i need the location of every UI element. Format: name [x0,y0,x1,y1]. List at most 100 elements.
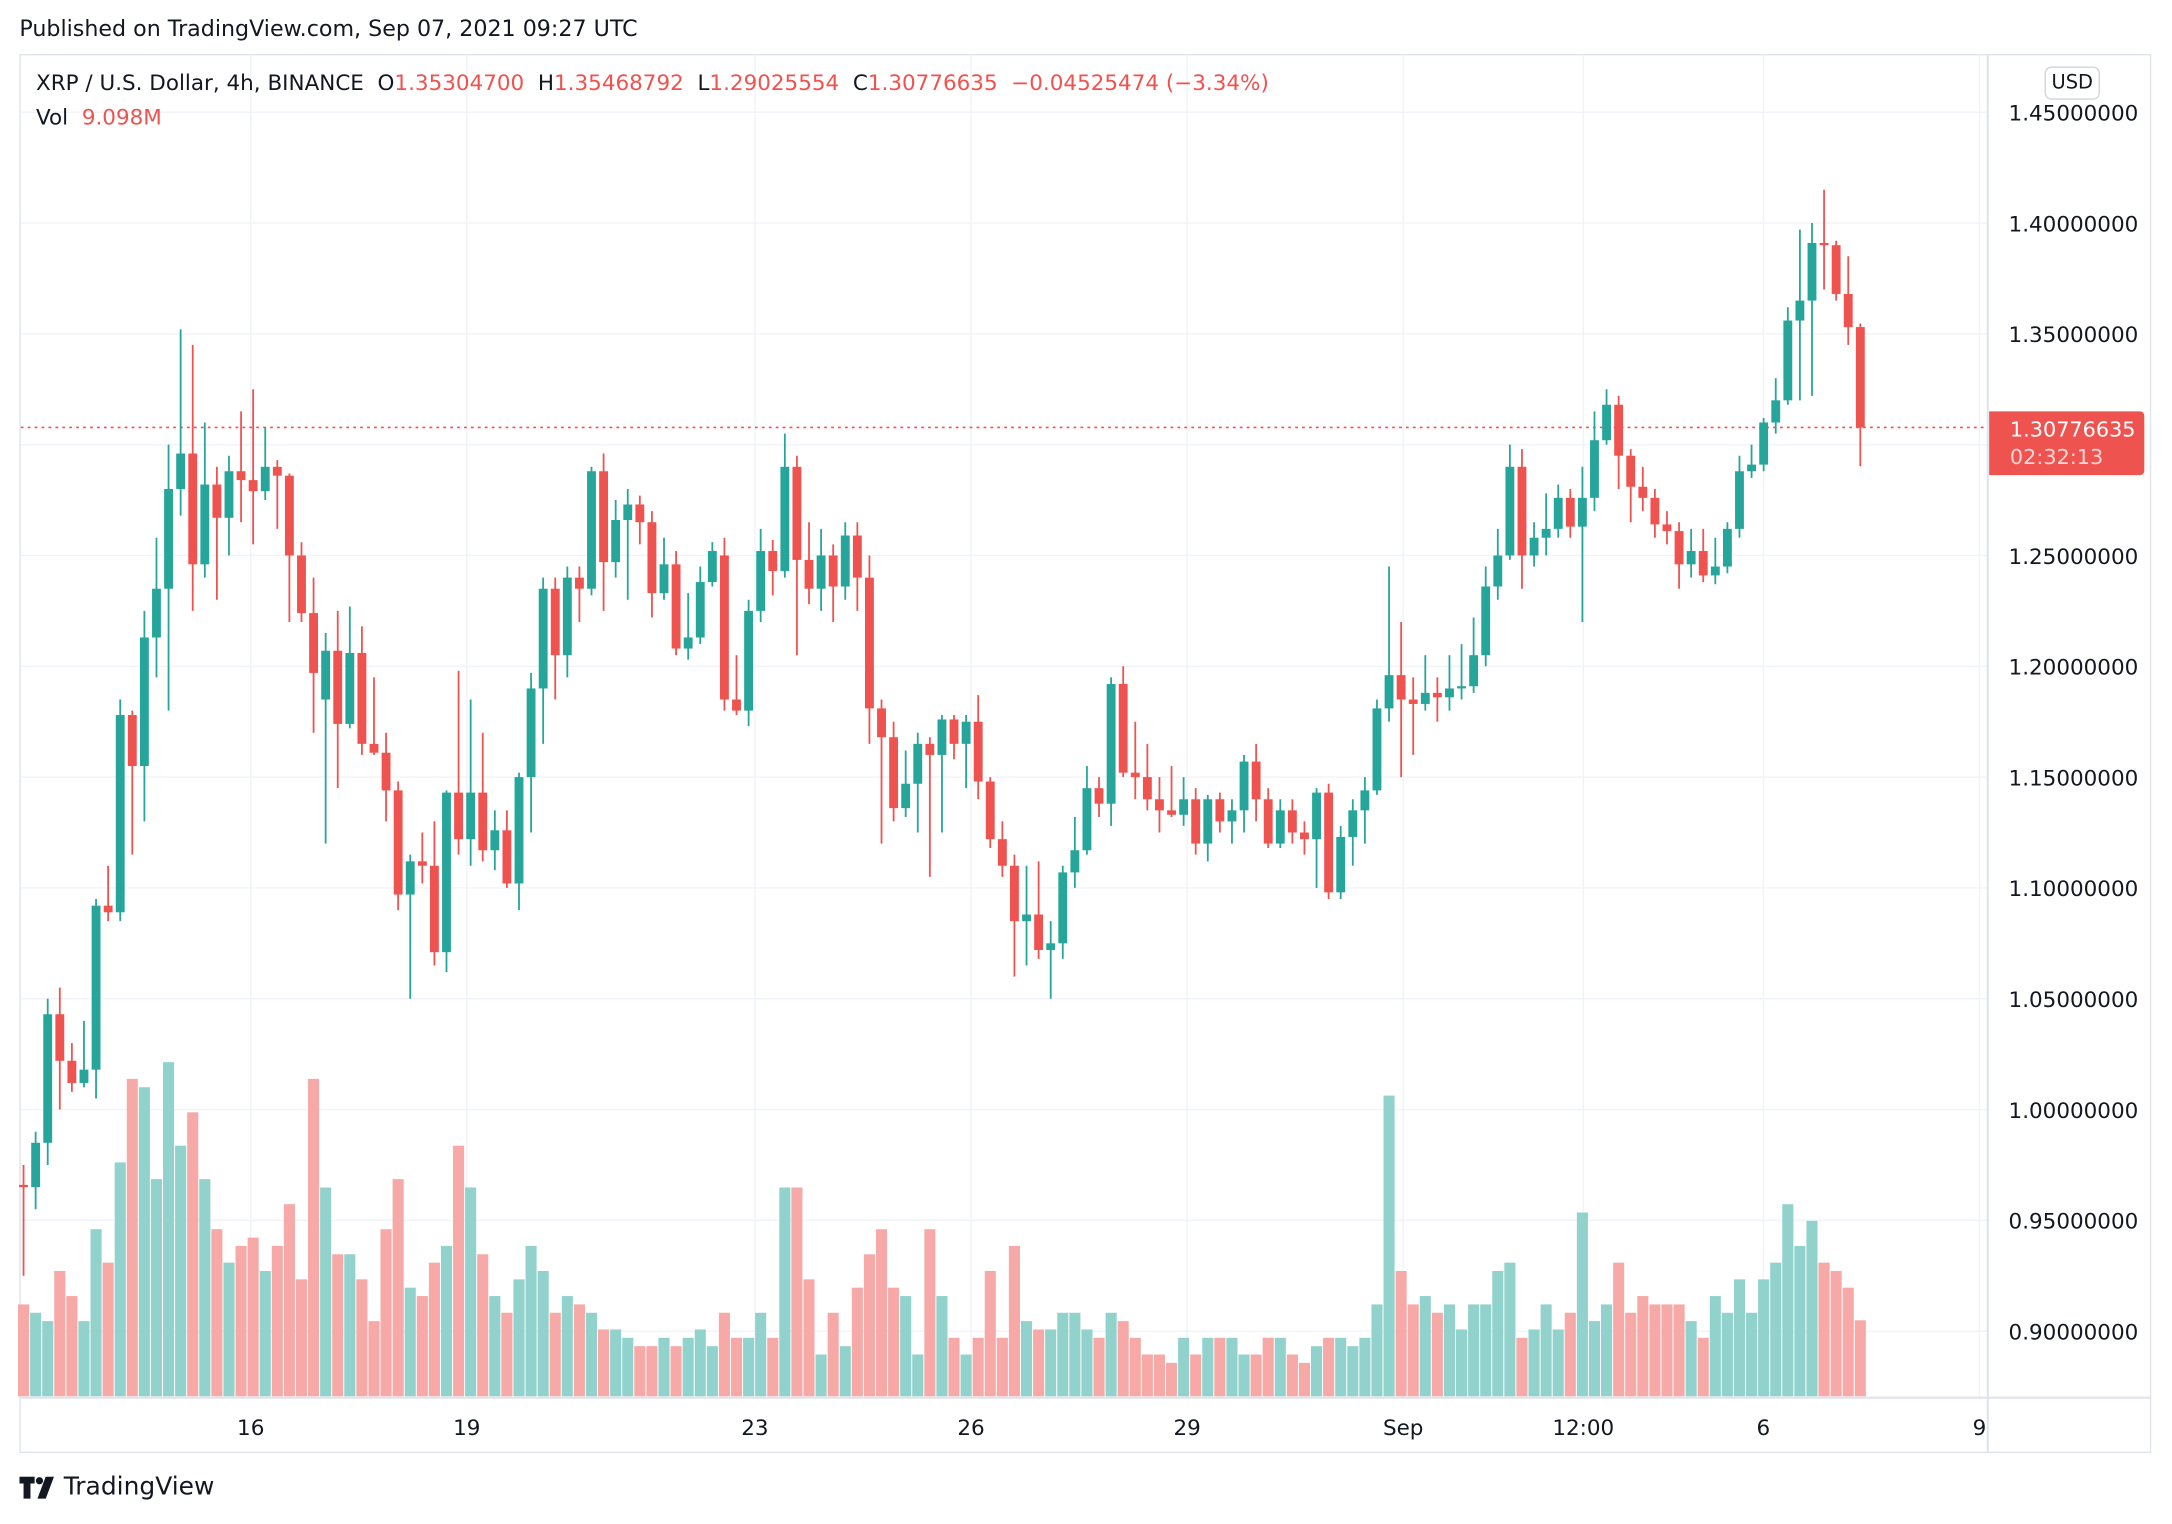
volume-bar [295,1279,308,1397]
last-price-value: 1.30776635 [2009,416,2136,442]
candle-up [1336,836,1346,893]
close-value: 1.30776635 [867,70,998,96]
candle-down [1831,245,1841,294]
volume-bar [1395,1270,1407,1397]
candle-up [1553,497,1563,529]
candle-down [1251,761,1261,800]
candle-up [1239,761,1249,811]
candle-up [1602,404,1611,441]
candle-down [550,588,560,656]
candle-up [1710,566,1720,576]
volume-bar [150,1179,163,1397]
volume-bar [18,1304,30,1397]
candle-down [297,555,306,614]
candle-down [1674,531,1684,565]
volume-bar [718,1312,730,1397]
candle-up [780,466,790,571]
volume-bar [1456,1329,1468,1397]
volume-bar [1383,1095,1395,1397]
candle-down [671,564,681,649]
volume-bar [453,1145,465,1397]
volume-bar [1625,1312,1637,1397]
candle-up [79,1069,89,1083]
time-axis-label: 19 [453,1416,480,1441]
volume-bar [984,1270,996,1397]
volume-bar [1552,1329,1564,1397]
volume-bar [1141,1354,1153,1397]
candle-down [478,792,488,851]
candle-up [623,504,633,521]
candle-up [1348,810,1358,837]
volume-bar [1359,1337,1371,1397]
tradingview-logo[interactable]: TradingView [19,1472,214,1502]
volume-bar [114,1162,126,1397]
candle-up [840,535,850,587]
candle-down [1819,242,1829,246]
volume-bar [1770,1262,1782,1397]
candle-down [1662,524,1672,532]
volume-bar [1226,1337,1238,1397]
volume-bar [658,1337,670,1397]
candle-down [248,480,258,492]
candle-up [31,1142,41,1188]
volume-bar [1721,1312,1733,1397]
volume-bar [42,1321,54,1397]
open-value: 1.35304700 [394,70,525,96]
candle-down [792,466,802,560]
candle-down [1614,404,1624,456]
volume-bar [1347,1346,1359,1397]
volume-bar [513,1279,525,1397]
volume-bar [561,1296,573,1397]
candle-down [127,715,137,767]
candle-up [1529,537,1539,556]
candle-down [925,743,935,755]
candle-up [961,721,971,744]
volume-bar [175,1145,187,1397]
volume-bar [743,1337,755,1397]
volume-bar [1335,1337,1347,1397]
candle-down [393,790,403,895]
volume-bar [199,1179,211,1397]
candle-down [719,555,729,700]
candle-down [454,792,464,840]
volume-bar [1178,1337,1190,1397]
price-axis-label: 0.95000000 [2009,1210,2139,1235]
symbol-title[interactable]: XRP / U.S. Dollar, 4h, BINANCE [36,70,364,96]
chart-frame [19,54,2152,1454]
candle-down [212,484,222,518]
candle-up [466,792,476,840]
candle-up [937,719,947,755]
volume-bar [1673,1304,1685,1397]
candle-down [272,466,282,476]
currency-button[interactable]: USD [2044,66,2100,100]
price-axis-label: 1.45000000 [2009,102,2139,127]
volume-bar [682,1337,694,1397]
volume-bar [187,1112,199,1397]
volume-bar [912,1354,924,1397]
volume-bar [948,1337,960,1397]
volume-bar [634,1346,646,1397]
volume-bar [525,1245,537,1397]
volume-bar [332,1254,344,1397]
candle-up [744,610,754,711]
candle-up [1372,708,1382,791]
change-value: −0.04525474 (−3.34%) [1011,70,1269,96]
candle-down [284,475,294,556]
candle-down [429,865,439,953]
volume-bar [428,1262,440,1397]
candle-up [405,861,415,895]
volume-bar [960,1354,972,1397]
volume-bar [1782,1204,1794,1397]
volume-bar [1323,1337,1335,1397]
volume-bar [1516,1337,1528,1397]
candle-down [357,652,367,744]
candle-up [526,688,536,778]
candle-up [139,637,149,767]
candle-down [973,721,983,782]
candle-up [1795,300,1805,321]
candle-up [1747,464,1756,472]
candle-up [1541,528,1551,538]
candle-down [1517,466,1527,556]
volume-bar [1407,1304,1419,1397]
